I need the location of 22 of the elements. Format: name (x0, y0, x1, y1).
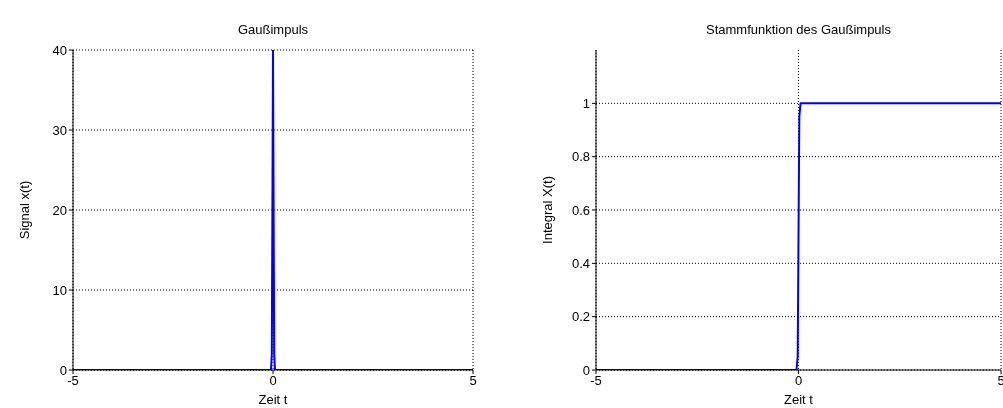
chart-title: Gaußimpuls (236, 22, 310, 37)
y-axis-title: Signal x(t) (16, 180, 32, 240)
x-tick-label: -5 (590, 373, 602, 389)
y-tick-label: 30 (52, 122, 67, 138)
x-tick-label: -5 (67, 373, 79, 389)
y-axis-title: Integral X(t) (539, 176, 555, 244)
y-tick-label: 0.6 (571, 202, 590, 218)
y-tick-label: 1 (582, 95, 590, 111)
y-tick-label: 10 (52, 282, 67, 298)
y-tick-label: 0 (582, 362, 590, 378)
x-axis-title: Zeit t (258, 392, 288, 407)
y-tick-label: 0.4 (571, 255, 590, 271)
y-tick-label: 0 (59, 362, 67, 378)
y-tick-label: 40 (52, 42, 67, 58)
x-tick-label: 0 (794, 373, 803, 389)
x-tick-label: 0 (269, 373, 277, 389)
y-tick-label: 20 (52, 202, 67, 218)
y-tick-label: 0.2 (571, 309, 590, 325)
chart-title: Stammfunktion des Gaußimpuls (705, 22, 892, 37)
y-tick-label: 0.8 (571, 149, 590, 165)
x-tick-label: 5 (469, 373, 477, 389)
x-axis-title: Zeit t (784, 392, 814, 407)
